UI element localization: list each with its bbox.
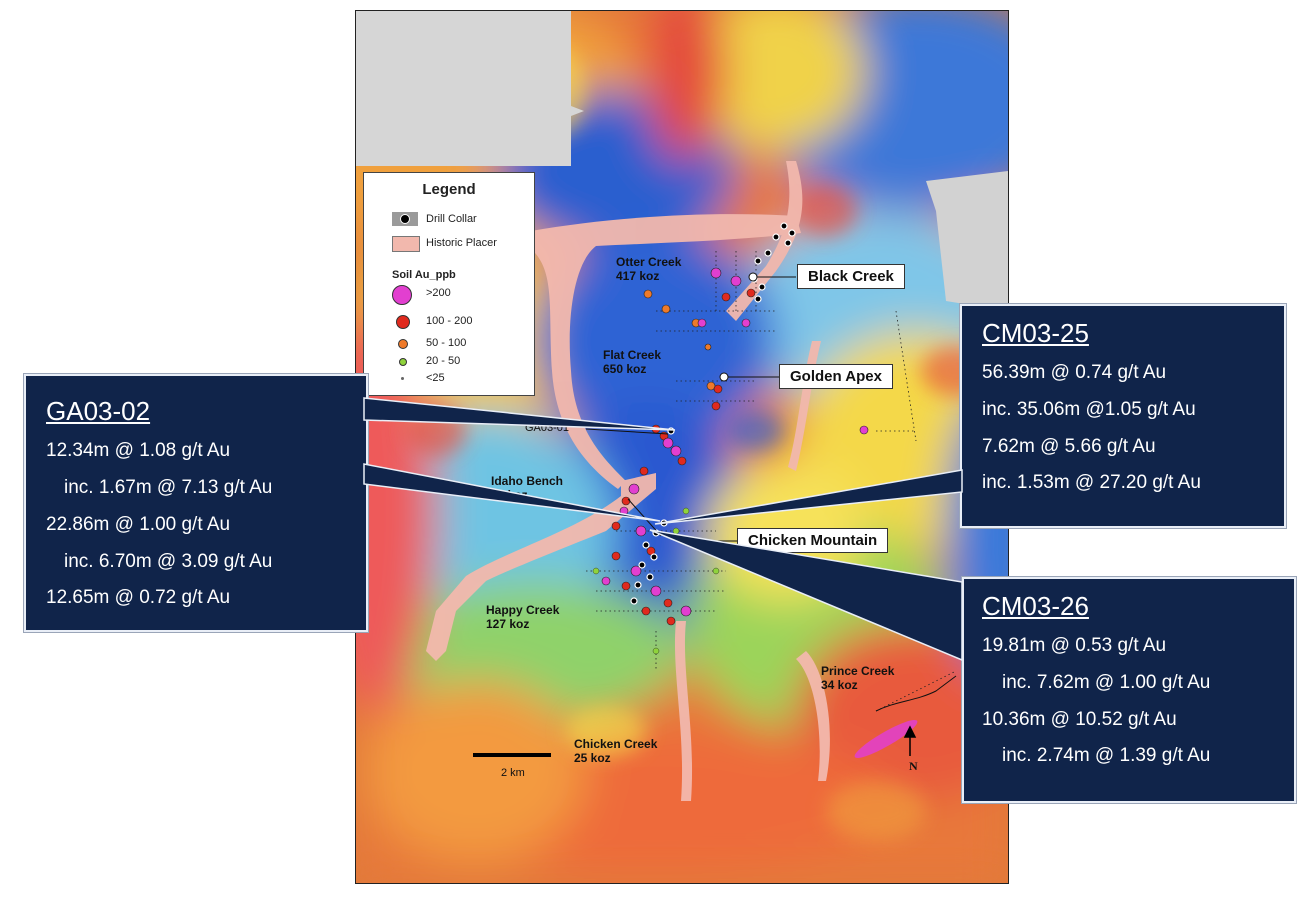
- ga0302-line-4: inc. 6.70m @ 3.09 g/t Au: [64, 551, 273, 572]
- north-arrow: [903, 725, 917, 756]
- ga0302-results-box: GA03-02 12.34m @ 1.08 g/t Au inc. 1.67m …: [24, 374, 368, 632]
- cm0326-results-box: CM03-26 19.81m @ 0.53 g/t Au inc. 7.62m …: [962, 577, 1296, 803]
- soil-200-marker: [392, 285, 412, 305]
- flat-creek-label: Flat Creek 650 koz: [603, 348, 662, 376]
- historic-placer-swatch: [392, 236, 420, 252]
- hillshade-corners: [356, 11, 1008, 311]
- legend-soil-50: 50 - 100: [364, 335, 534, 353]
- idaho-bench-label: Idaho Bench 76 koz: [491, 474, 564, 502]
- ga0302-line-5: 12.65m @ 0.72 g/t Au: [46, 587, 231, 608]
- soil-lt25-label: <25: [426, 372, 445, 384]
- cm0325-results-box: CM03-25 56.39m @ 0.74 g/t Au inc. 35.06m…: [960, 304, 1286, 528]
- north-arrow-label: N: [909, 759, 918, 773]
- cm0325-title: CM03-25: [982, 318, 1089, 348]
- prince-creek-label: Prince Creek 34 koz: [821, 664, 895, 692]
- soil-200-label: >200: [426, 287, 451, 299]
- soil-title: Soil Au_ppb: [392, 269, 456, 281]
- ga0302-line-1: 12.34m @ 1.08 g/t Au: [46, 440, 231, 461]
- drill-collar-label: Drill Collar: [426, 213, 477, 225]
- map-legend: Legend Drill Collar Historic Placer Soil…: [363, 172, 535, 396]
- legend-soil-100: 100 - 200: [364, 313, 534, 331]
- cm0326-line-2: inc. 7.62m @ 1.00 g/t Au: [1002, 672, 1211, 693]
- cm0326-line-3: 10.36m @ 10.52 g/t Au: [982, 709, 1177, 730]
- soil-50-marker: [398, 339, 408, 349]
- cm0325-line-3: 7.62m @ 5.66 g/t Au: [982, 436, 1156, 457]
- chicken-mountain-callout[interactable]: Chicken Mountain: [737, 528, 889, 553]
- ga0302-line-2: inc. 1.67m @ 7.13 g/t Au: [64, 477, 273, 498]
- cm0326-line-4: inc. 2.74m @ 1.39 g/t Au: [1002, 745, 1211, 766]
- ga0302-line-3: 22.86m @ 1.00 g/t Au: [46, 514, 231, 535]
- legend-soil-title: Soil Au_ppb: [364, 267, 534, 285]
- otter-creek-label: Otter Creek 417 koz: [616, 255, 682, 283]
- ga0302-title: GA03-02: [46, 396, 151, 426]
- cm0326-title: CM03-26: [982, 591, 1089, 621]
- cm0325-line-1: 56.39m @ 0.74 g/t Au: [982, 362, 1167, 383]
- cm0326-line-1: 19.81m @ 0.53 g/t Au: [982, 635, 1167, 656]
- chicken-creek-label: Chicken Creek 25 koz: [574, 737, 658, 765]
- golden-apex-callout[interactable]: Golden Apex: [779, 364, 893, 389]
- cm0325-line-2: inc. 35.06m @1.05 g/t Au: [982, 399, 1196, 420]
- black-creek-callout[interactable]: Black Creek: [797, 264, 905, 289]
- legend-soil-200: >200: [364, 285, 534, 305]
- legend-title: Legend: [422, 181, 476, 198]
- cm0325-line-4: inc. 1.53m @ 27.20 g/t Au: [982, 472, 1201, 493]
- happy-creek-label: Happy Creek 127 koz: [486, 603, 560, 631]
- fault-lines: [875, 675, 957, 712]
- scale-bar-label: 2 km: [501, 767, 525, 779]
- magnetic-high-prince: [854, 720, 918, 758]
- soil-20-marker: [399, 358, 407, 366]
- ga0301-label: GA03-01: [525, 422, 570, 434]
- legend-soil-lt25: <25: [364, 370, 534, 388]
- soil-50-label: 50 - 100: [426, 337, 467, 349]
- soil-lt25-marker: [401, 377, 404, 380]
- legend-drill-collar: Drill Collar: [364, 211, 534, 229]
- drill-collar-icon: [400, 214, 410, 224]
- soil-20-label: 20 - 50: [426, 355, 461, 367]
- soil-100-label: 100 - 200: [426, 315, 473, 327]
- scale-bar: [473, 753, 551, 757]
- legend-historic-placer: Historic Placer: [364, 235, 534, 253]
- geophysics-map[interactable]: [355, 10, 1009, 884]
- historic-placer-label: Historic Placer: [426, 237, 497, 249]
- legend-soil-20: 20 - 50: [364, 353, 534, 371]
- soil-100-marker: [396, 315, 410, 329]
